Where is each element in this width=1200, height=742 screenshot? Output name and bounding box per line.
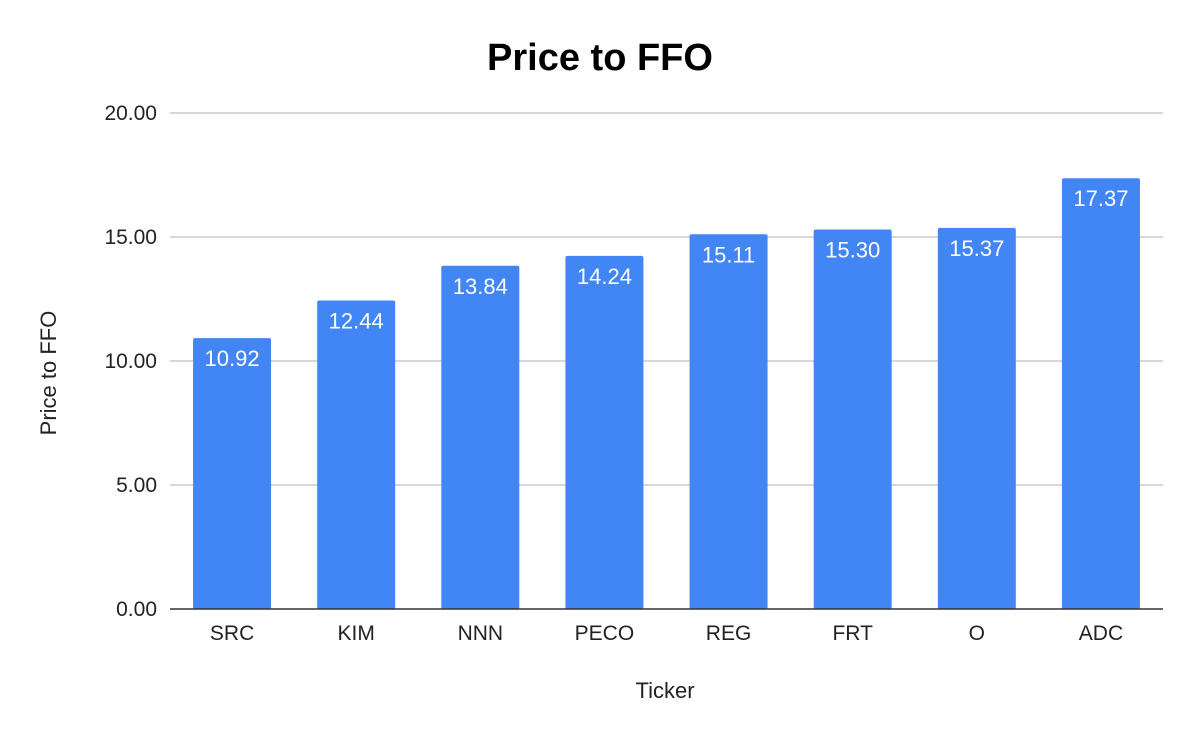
data-label: 15.11 [702,242,755,267]
data-label: 13.84 [453,274,508,299]
y-tick-label: 10.00 [104,350,157,373]
data-label: 10.92 [205,346,260,371]
data-label: 15.37 [949,236,1004,261]
bar-reg [689,234,768,609]
data-label: 17.37 [1073,186,1128,211]
y-tick-label: 20.00 [104,102,157,125]
chart-title: Price to FFO [487,37,713,79]
x-tick-label: FRT [832,622,873,645]
data-label: 14.24 [577,264,632,289]
data-labels: 10.92 12.44 13.84 14.24 15.11 15.30 15.37 17.37 [205,186,1129,371]
x-axis-ticks: SRC KIM NNN PECO REG FRT O ADC [210,622,1123,645]
data-label: 15.30 [825,238,880,263]
bar-kim [317,300,396,609]
y-tick-label: 0.00 [116,598,157,621]
y-axis-ticks: 0.00 5.00 10.00 15.00 20.00 [104,102,157,621]
y-axis-title: Price to FFO [36,311,61,436]
bar-src [193,338,272,609]
x-tick-label: ADC [1079,622,1123,645]
data-label: 12.44 [329,308,384,333]
x-axis-title: Ticker [635,678,694,703]
bar-o [937,227,1016,609]
x-tick-label: PECO [575,622,635,645]
x-tick-label: O [969,622,985,645]
x-tick-label: SRC [210,622,254,645]
bar-nnn [441,265,520,609]
bar-frt [813,229,892,609]
x-tick-label: NNN [458,622,504,645]
y-tick-label: 5.00 [116,474,157,497]
bar-adc [1061,178,1140,609]
bars [193,178,1140,609]
x-tick-label: KIM [338,622,375,645]
bar-peco [565,255,644,609]
x-tick-label: REG [706,622,752,645]
y-tick-label: 15.00 [104,226,157,249]
